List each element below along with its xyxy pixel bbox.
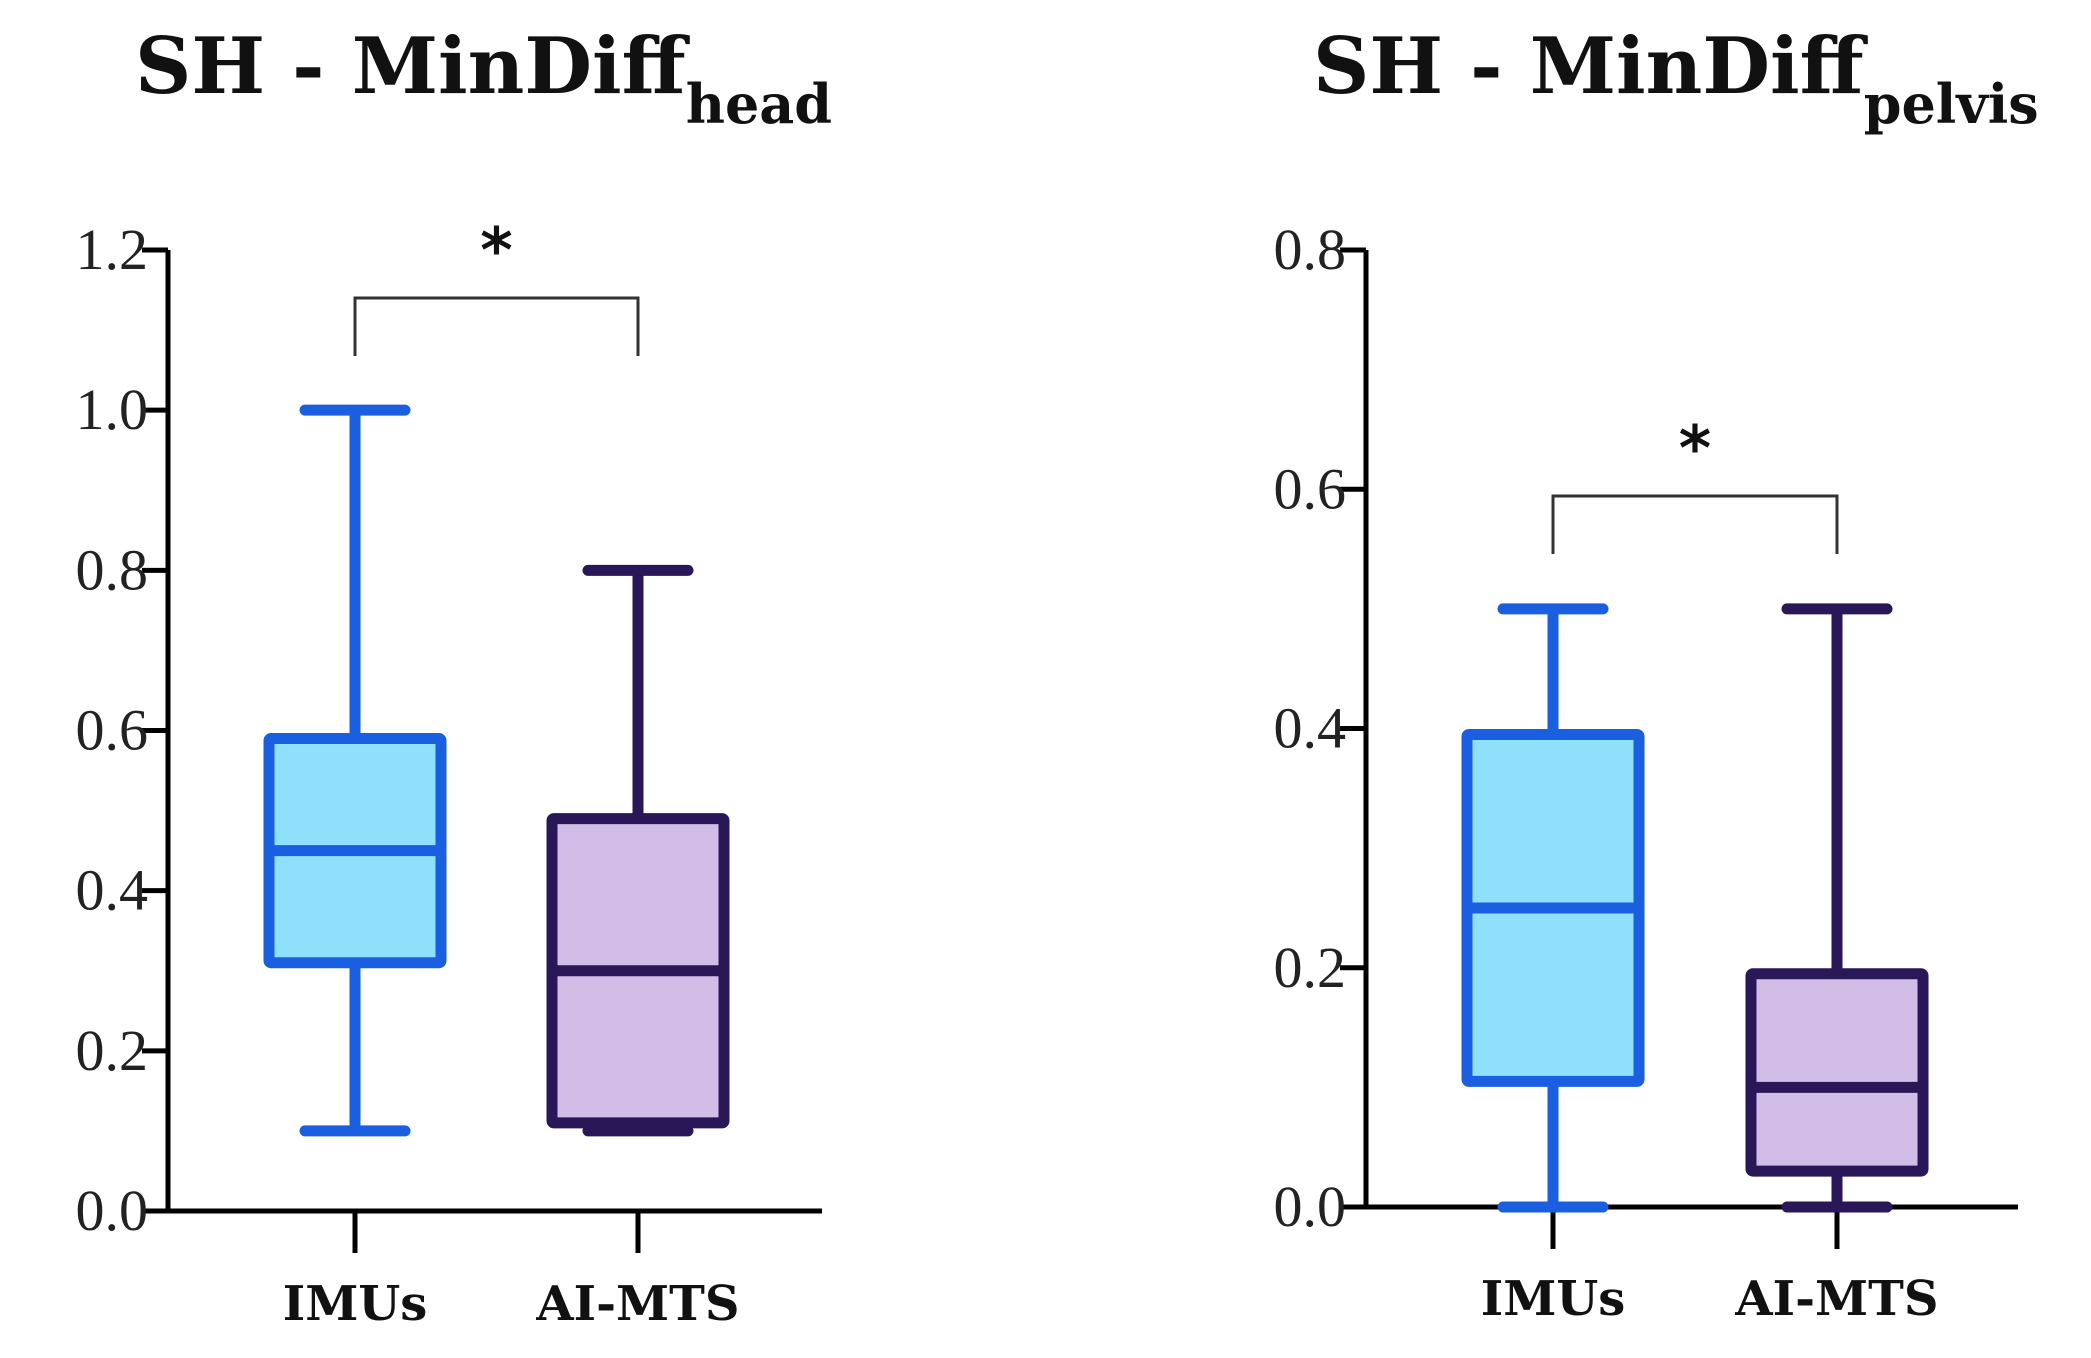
y-tick-label-head-1: 0.2	[76, 1018, 149, 1083]
y-tick-label-head-6: 1.2	[76, 217, 149, 282]
x-tick-label-head-1: AI-MTS	[535, 1276, 739, 1332]
chart-title-pelvis-sub: pelvis	[1864, 72, 2039, 136]
chart-title-head-main: SH - MinDiff	[135, 21, 691, 112]
significance-marker-head: *	[480, 214, 512, 287]
box-pelvis-0	[1461, 603, 1645, 1213]
y-tick-label-head-2: 0.4	[76, 858, 149, 923]
box-head-1	[546, 564, 730, 1137]
x-tick-label-pelvis-0: IMUs	[1481, 1271, 1625, 1327]
chart-title-pelvis: SH - MinDiffpelvis	[1313, 21, 2039, 136]
iqr-box-pelvis-1	[1745, 968, 1929, 1177]
box-pelvis-1	[1745, 603, 1929, 1213]
box-head-0	[263, 404, 447, 1137]
significance-bracket-head	[353, 296, 640, 356]
chart-title-pelvis-main: SH - MinDiff	[1313, 21, 1869, 112]
significance-marker-pelvis: *	[1679, 412, 1711, 485]
y-tick-label-pelvis-0: 0.0	[1274, 1174, 1347, 1239]
chart-title-head: SH - MinDiffhead	[135, 21, 832, 136]
y-tick-label-head-5: 1.0	[76, 377, 149, 442]
y-tick-label-pelvis-2: 0.4	[1274, 696, 1347, 761]
y-tick-label-pelvis-1: 0.2	[1274, 935, 1347, 1000]
y-tick-label-head-0: 0.0	[76, 1178, 149, 1243]
x-tick-label-pelvis-1: AI-MTS	[1734, 1271, 1938, 1327]
x-tick-label-head-0: IMUs	[283, 1276, 427, 1332]
y-tick-label-pelvis-4: 0.8	[1274, 217, 1347, 282]
chart-title-head-sub: head	[686, 72, 832, 136]
significance-bracket-pelvis	[1551, 494, 1839, 554]
y-tick-label-pelvis-3: 0.6	[1274, 456, 1347, 521]
chart-pelvis: 0.0 0.2 0.4 0.6 0.8 IMUs AI-MTS *	[1274, 217, 2018, 1327]
chart-head: 0.0 0.2 0.4 0.6 0.8 1.0 1.2 IMUs AI-MTS *	[76, 214, 822, 1332]
y-tick-label-head-3: 0.6	[76, 698, 149, 763]
y-tick-label-head-4: 0.8	[76, 537, 149, 602]
